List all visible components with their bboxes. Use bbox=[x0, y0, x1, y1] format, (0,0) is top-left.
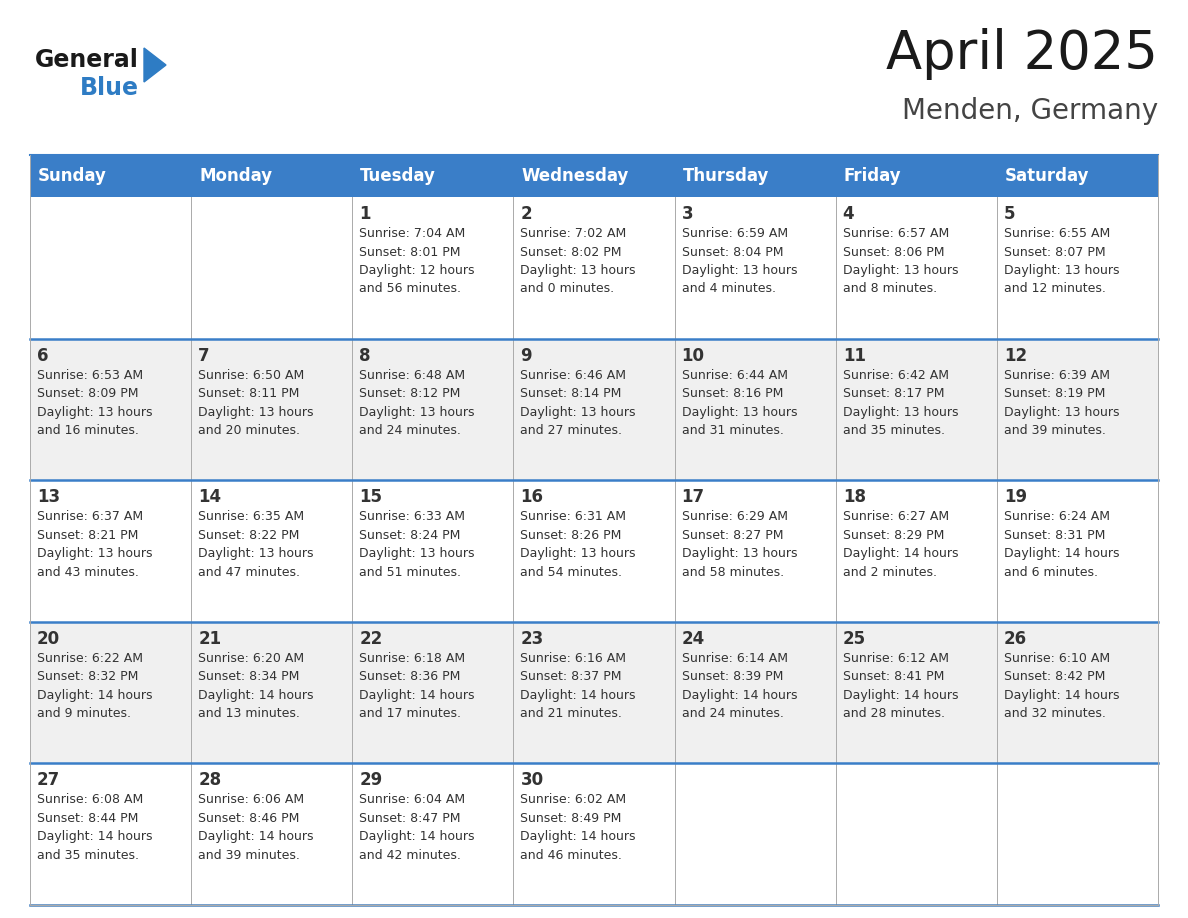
Text: Sunrise: 6:48 AM
Sunset: 8:12 PM
Daylight: 13 hours
and 24 minutes.: Sunrise: 6:48 AM Sunset: 8:12 PM Dayligh… bbox=[359, 369, 475, 437]
Text: 27: 27 bbox=[37, 771, 61, 789]
Bar bbox=[30, 764, 1158, 905]
Text: 3: 3 bbox=[682, 205, 693, 223]
Text: 22: 22 bbox=[359, 630, 383, 648]
Text: Menden, Germany: Menden, Germany bbox=[902, 97, 1158, 125]
Text: Sunrise: 6:55 AM
Sunset: 8:07 PM
Daylight: 13 hours
and 12 minutes.: Sunrise: 6:55 AM Sunset: 8:07 PM Dayligh… bbox=[1004, 227, 1119, 296]
Text: Friday: Friday bbox=[843, 167, 902, 185]
Text: 23: 23 bbox=[520, 630, 544, 648]
Text: 1: 1 bbox=[359, 205, 371, 223]
Bar bbox=[30, 339, 1158, 480]
Text: 9: 9 bbox=[520, 347, 532, 364]
Text: Sunrise: 6:12 AM
Sunset: 8:41 PM
Daylight: 14 hours
and 28 minutes.: Sunrise: 6:12 AM Sunset: 8:41 PM Dayligh… bbox=[842, 652, 959, 721]
Text: Sunrise: 6:50 AM
Sunset: 8:11 PM
Daylight: 13 hours
and 20 minutes.: Sunrise: 6:50 AM Sunset: 8:11 PM Dayligh… bbox=[198, 369, 314, 437]
Text: Sunrise: 6:44 AM
Sunset: 8:16 PM
Daylight: 13 hours
and 31 minutes.: Sunrise: 6:44 AM Sunset: 8:16 PM Dayligh… bbox=[682, 369, 797, 437]
Text: Tuesday: Tuesday bbox=[360, 167, 436, 185]
Text: Sunrise: 7:02 AM
Sunset: 8:02 PM
Daylight: 13 hours
and 0 minutes.: Sunrise: 7:02 AM Sunset: 8:02 PM Dayligh… bbox=[520, 227, 636, 296]
Text: 5: 5 bbox=[1004, 205, 1016, 223]
Text: Sunrise: 6:37 AM
Sunset: 8:21 PM
Daylight: 13 hours
and 43 minutes.: Sunrise: 6:37 AM Sunset: 8:21 PM Dayligh… bbox=[37, 510, 152, 578]
Text: Sunrise: 6:22 AM
Sunset: 8:32 PM
Daylight: 14 hours
and 9 minutes.: Sunrise: 6:22 AM Sunset: 8:32 PM Dayligh… bbox=[37, 652, 152, 721]
Text: Sunrise: 6:08 AM
Sunset: 8:44 PM
Daylight: 14 hours
and 35 minutes.: Sunrise: 6:08 AM Sunset: 8:44 PM Dayligh… bbox=[37, 793, 152, 862]
Text: General: General bbox=[34, 48, 139, 72]
Text: 28: 28 bbox=[198, 771, 221, 789]
Text: 18: 18 bbox=[842, 488, 866, 506]
Text: Sunday: Sunday bbox=[38, 167, 107, 185]
Text: Sunrise: 6:42 AM
Sunset: 8:17 PM
Daylight: 13 hours
and 35 minutes.: Sunrise: 6:42 AM Sunset: 8:17 PM Dayligh… bbox=[842, 369, 959, 437]
Text: 10: 10 bbox=[682, 347, 704, 364]
Text: 19: 19 bbox=[1004, 488, 1026, 506]
Text: 24: 24 bbox=[682, 630, 704, 648]
Text: 7: 7 bbox=[198, 347, 210, 364]
Text: 11: 11 bbox=[842, 347, 866, 364]
Text: 14: 14 bbox=[198, 488, 221, 506]
Text: Sunrise: 6:27 AM
Sunset: 8:29 PM
Daylight: 14 hours
and 2 minutes.: Sunrise: 6:27 AM Sunset: 8:29 PM Dayligh… bbox=[842, 510, 959, 578]
Text: Sunrise: 6:18 AM
Sunset: 8:36 PM
Daylight: 14 hours
and 17 minutes.: Sunrise: 6:18 AM Sunset: 8:36 PM Dayligh… bbox=[359, 652, 475, 721]
Text: Sunrise: 6:16 AM
Sunset: 8:37 PM
Daylight: 14 hours
and 21 minutes.: Sunrise: 6:16 AM Sunset: 8:37 PM Dayligh… bbox=[520, 652, 636, 721]
Text: Sunrise: 6:02 AM
Sunset: 8:49 PM
Daylight: 14 hours
and 46 minutes.: Sunrise: 6:02 AM Sunset: 8:49 PM Dayligh… bbox=[520, 793, 636, 862]
Text: Sunrise: 6:57 AM
Sunset: 8:06 PM
Daylight: 13 hours
and 8 minutes.: Sunrise: 6:57 AM Sunset: 8:06 PM Dayligh… bbox=[842, 227, 959, 296]
Text: 21: 21 bbox=[198, 630, 221, 648]
Text: Blue: Blue bbox=[80, 76, 139, 100]
Bar bbox=[30, 480, 1158, 621]
Text: 15: 15 bbox=[359, 488, 383, 506]
Text: Sunrise: 6:06 AM
Sunset: 8:46 PM
Daylight: 14 hours
and 39 minutes.: Sunrise: 6:06 AM Sunset: 8:46 PM Dayligh… bbox=[198, 793, 314, 862]
Text: 8: 8 bbox=[359, 347, 371, 364]
Text: 16: 16 bbox=[520, 488, 543, 506]
Text: Sunrise: 6:39 AM
Sunset: 8:19 PM
Daylight: 13 hours
and 39 minutes.: Sunrise: 6:39 AM Sunset: 8:19 PM Dayligh… bbox=[1004, 369, 1119, 437]
Text: 26: 26 bbox=[1004, 630, 1026, 648]
Text: Sunrise: 6:24 AM
Sunset: 8:31 PM
Daylight: 14 hours
and 6 minutes.: Sunrise: 6:24 AM Sunset: 8:31 PM Dayligh… bbox=[1004, 510, 1119, 578]
Text: 6: 6 bbox=[37, 347, 49, 364]
Text: Saturday: Saturday bbox=[1005, 167, 1089, 185]
Text: 17: 17 bbox=[682, 488, 704, 506]
Text: Wednesday: Wednesday bbox=[522, 167, 628, 185]
Bar bbox=[30, 155, 1158, 197]
Bar bbox=[30, 197, 1158, 339]
Text: 4: 4 bbox=[842, 205, 854, 223]
Text: 29: 29 bbox=[359, 771, 383, 789]
Polygon shape bbox=[144, 48, 166, 82]
Text: Sunrise: 6:35 AM
Sunset: 8:22 PM
Daylight: 13 hours
and 47 minutes.: Sunrise: 6:35 AM Sunset: 8:22 PM Dayligh… bbox=[198, 510, 314, 578]
Text: 25: 25 bbox=[842, 630, 866, 648]
Text: Monday: Monday bbox=[200, 167, 272, 185]
Text: 13: 13 bbox=[37, 488, 61, 506]
Text: 30: 30 bbox=[520, 771, 544, 789]
Text: Sunrise: 6:46 AM
Sunset: 8:14 PM
Daylight: 13 hours
and 27 minutes.: Sunrise: 6:46 AM Sunset: 8:14 PM Dayligh… bbox=[520, 369, 636, 437]
Text: Sunrise: 6:29 AM
Sunset: 8:27 PM
Daylight: 13 hours
and 58 minutes.: Sunrise: 6:29 AM Sunset: 8:27 PM Dayligh… bbox=[682, 510, 797, 578]
Text: Sunrise: 6:31 AM
Sunset: 8:26 PM
Daylight: 13 hours
and 54 minutes.: Sunrise: 6:31 AM Sunset: 8:26 PM Dayligh… bbox=[520, 510, 636, 578]
Text: Sunrise: 6:14 AM
Sunset: 8:39 PM
Daylight: 14 hours
and 24 minutes.: Sunrise: 6:14 AM Sunset: 8:39 PM Dayligh… bbox=[682, 652, 797, 721]
Text: Sunrise: 6:53 AM
Sunset: 8:09 PM
Daylight: 13 hours
and 16 minutes.: Sunrise: 6:53 AM Sunset: 8:09 PM Dayligh… bbox=[37, 369, 152, 437]
Text: Thursday: Thursday bbox=[683, 167, 769, 185]
Bar bbox=[30, 621, 1158, 764]
Text: April 2025: April 2025 bbox=[886, 28, 1158, 80]
Text: 12: 12 bbox=[1004, 347, 1026, 364]
Text: 20: 20 bbox=[37, 630, 61, 648]
Text: Sunrise: 6:20 AM
Sunset: 8:34 PM
Daylight: 14 hours
and 13 minutes.: Sunrise: 6:20 AM Sunset: 8:34 PM Dayligh… bbox=[198, 652, 314, 721]
Text: Sunrise: 6:59 AM
Sunset: 8:04 PM
Daylight: 13 hours
and 4 minutes.: Sunrise: 6:59 AM Sunset: 8:04 PM Dayligh… bbox=[682, 227, 797, 296]
Text: Sunrise: 7:04 AM
Sunset: 8:01 PM
Daylight: 12 hours
and 56 minutes.: Sunrise: 7:04 AM Sunset: 8:01 PM Dayligh… bbox=[359, 227, 475, 296]
Text: 2: 2 bbox=[520, 205, 532, 223]
Text: Sunrise: 6:04 AM
Sunset: 8:47 PM
Daylight: 14 hours
and 42 minutes.: Sunrise: 6:04 AM Sunset: 8:47 PM Dayligh… bbox=[359, 793, 475, 862]
Text: Sunrise: 6:33 AM
Sunset: 8:24 PM
Daylight: 13 hours
and 51 minutes.: Sunrise: 6:33 AM Sunset: 8:24 PM Dayligh… bbox=[359, 510, 475, 578]
Text: Sunrise: 6:10 AM
Sunset: 8:42 PM
Daylight: 14 hours
and 32 minutes.: Sunrise: 6:10 AM Sunset: 8:42 PM Dayligh… bbox=[1004, 652, 1119, 721]
